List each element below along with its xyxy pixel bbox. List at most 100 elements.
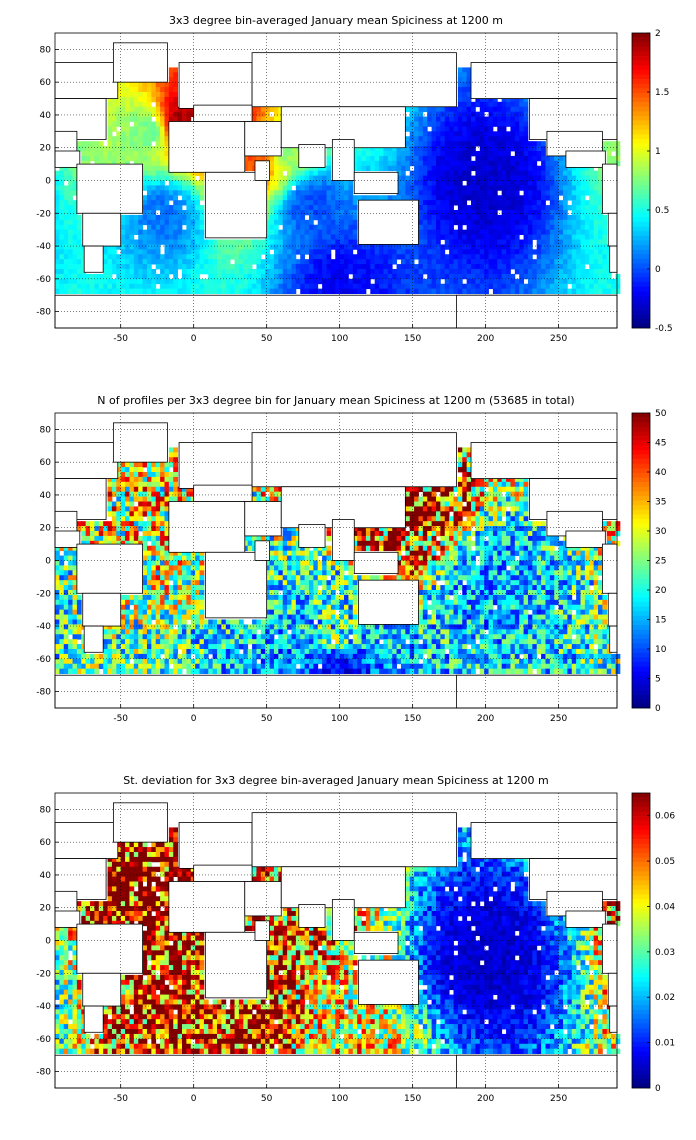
- heatmap-cell: [536, 540, 542, 547]
- heatmap-cell: [142, 288, 148, 294]
- heatmap-cell: [59, 180, 65, 186]
- heatmap-cell: [129, 486, 135, 493]
- heatmap-cell: [584, 259, 590, 265]
- heatmap-cell: [173, 87, 179, 93]
- heatmap-cell: [510, 491, 516, 497]
- heatmap-cell: [558, 259, 564, 265]
- heatmap-cell: [164, 467, 170, 473]
- heatmap-cell: [541, 555, 546, 561]
- heatmap-cell: [606, 160, 612, 167]
- heatmap-cell: [576, 259, 581, 265]
- heatmap-cell: [598, 570, 603, 576]
- heatmap-cell: [453, 506, 459, 512]
- heatmap-cell: [146, 92, 152, 98]
- heatmap-cell: [164, 136, 170, 142]
- heatmap-cell: [471, 214, 476, 221]
- heatmap-cell: [225, 239, 231, 245]
- heatmap-cell: [593, 244, 599, 250]
- heatmap-cell: [431, 501, 437, 507]
- heatmap-cell: [160, 200, 165, 206]
- heatmap-cell: [576, 269, 581, 275]
- heatmap-cell: [484, 219, 489, 226]
- heatmap-cell: [269, 570, 275, 576]
- heatmap-cell: [252, 491, 257, 497]
- heatmap-cell: [457, 190, 463, 196]
- heatmap-cell: [471, 516, 476, 522]
- heatmap-cell: [199, 278, 205, 285]
- heatmap-cell: [471, 185, 476, 191]
- heatmap-cell: [313, 165, 319, 172]
- heatmap-cell: [475, 185, 481, 191]
- heatmap-cell: [133, 521, 139, 527]
- heatmap-cell: [72, 264, 78, 270]
- heatmap-cell: [243, 545, 249, 552]
- heatmap-cell: [282, 283, 288, 290]
- heatmap-cell: [479, 121, 485, 127]
- heatmap-cell: [475, 550, 481, 556]
- heatmap-cell: [273, 264, 279, 270]
- heatmap-cell: [151, 195, 157, 201]
- heatmap-cell: [453, 219, 459, 226]
- heatmap-cell: [471, 264, 476, 270]
- heatmap-cell: [444, 131, 450, 137]
- heatmap-cell: [160, 467, 165, 473]
- heatmap-cell: [449, 486, 454, 493]
- heatmap-cell: [567, 244, 573, 250]
- heatmap-cell: [466, 481, 472, 488]
- heatmap-cell: [519, 205, 524, 211]
- heatmap-cell: [265, 288, 270, 294]
- heatmap-cell: [322, 195, 327, 201]
- heatmap-cell: [146, 234, 152, 240]
- heatmap-cell: [409, 540, 415, 547]
- heatmap-cell: [352, 219, 358, 226]
- heatmap-cell: [457, 121, 463, 127]
- heatmap-cell: [269, 535, 275, 542]
- heatmap-cell: [68, 545, 73, 552]
- heatmap-cell: [308, 165, 314, 172]
- heatmap-cell: [510, 273, 516, 280]
- heatmap-cell: [247, 254, 253, 260]
- heatmap-cell: [527, 141, 533, 147]
- heatmap-cell: [431, 269, 437, 275]
- heatmap-cell: [361, 269, 367, 275]
- heatmap-cell: [322, 283, 327, 290]
- heatmap-cell: [453, 496, 459, 502]
- heatmap-cell: [287, 254, 292, 260]
- heatmap-cell: [85, 141, 91, 147]
- heatmap-cell: [567, 254, 573, 260]
- heatmap-cell: [506, 210, 511, 216]
- heatmap-cell: [199, 234, 205, 240]
- heatmap-cell: [541, 219, 546, 226]
- heatmap-cell: [479, 535, 485, 542]
- heatmap-cell: [195, 239, 200, 245]
- heatmap-cell: [330, 565, 336, 571]
- heatmap-cell: [532, 550, 538, 556]
- heatmap-cell: [606, 151, 612, 157]
- heatmap-cell: [431, 146, 437, 152]
- heatmap-cell: [155, 521, 161, 527]
- heatmap-cell: [492, 180, 498, 186]
- heatmap-cell: [142, 560, 148, 566]
- heatmap-cell: [164, 506, 170, 512]
- heatmap-cell: [444, 259, 450, 265]
- heatmap-cell: [133, 467, 139, 473]
- heatmap-cell: [444, 205, 450, 211]
- heatmap-cell: [519, 165, 524, 172]
- heatmap-cell: [545, 224, 551, 231]
- heatmap-cell: [107, 288, 113, 294]
- heatmap-cell: [173, 580, 179, 586]
- heatmap-cell: [287, 288, 292, 294]
- heatmap-cell: [217, 249, 222, 255]
- heatmap-cell: [453, 239, 459, 245]
- heatmap-cell: [584, 288, 590, 294]
- heatmap-cell: [449, 155, 454, 162]
- heatmap-cell: [304, 273, 310, 280]
- heatmap-cell: [173, 249, 179, 255]
- heatmap-cell: [125, 278, 130, 285]
- heatmap-cell: [593, 249, 599, 255]
- heatmap-cell: [449, 170, 454, 176]
- heatmap-cell: [304, 219, 310, 226]
- heatmap-cell: [558, 210, 564, 216]
- heatmap-cell: [453, 151, 459, 157]
- heatmap-cell: [142, 476, 148, 483]
